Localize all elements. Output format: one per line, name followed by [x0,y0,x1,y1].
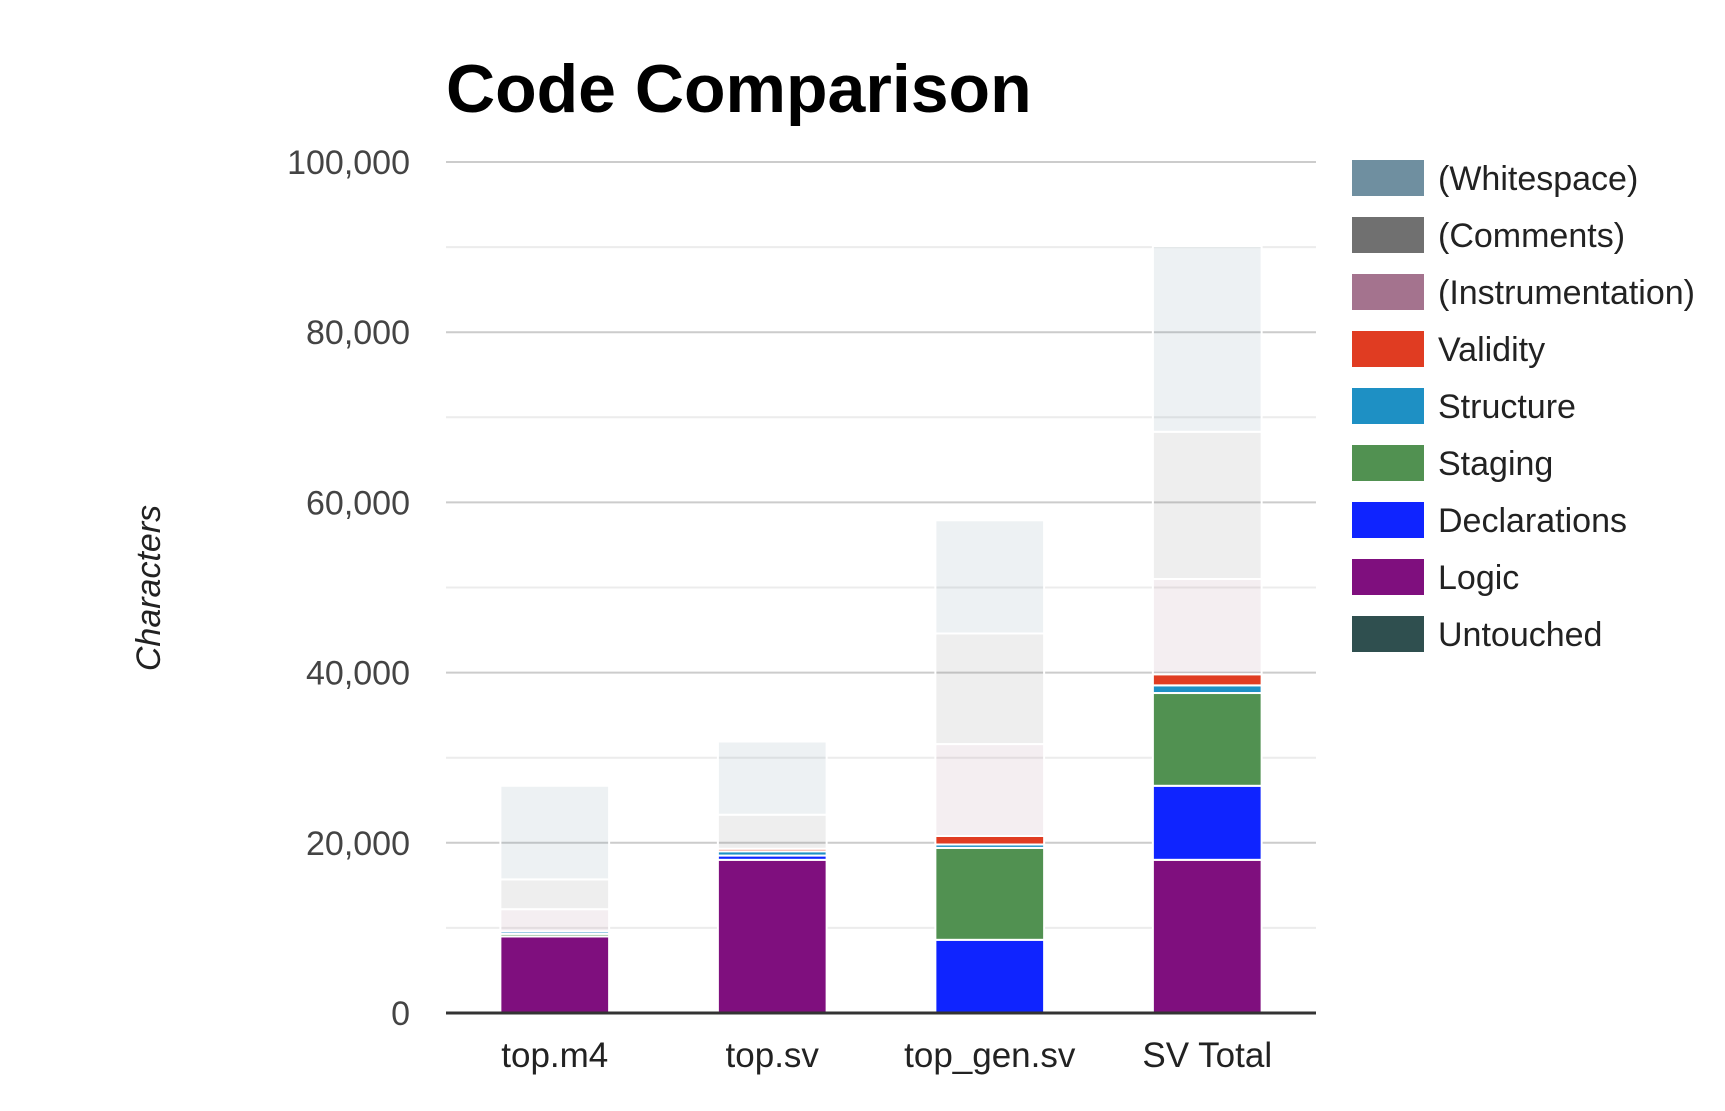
bar-segment [1151,245,1263,433]
chart-title: Code Comparison [446,51,1032,127]
legend-label: Staging [1438,445,1553,483]
legend-label: (Instrumentation) [1438,274,1695,312]
y-tick-label: 20,000 [306,825,410,863]
legend-label: Structure [1438,388,1576,426]
y-tick-label: 60,000 [306,484,410,522]
bar-segment [934,938,1046,1015]
bars [499,245,1263,1015]
legend-swatch [1352,445,1424,481]
bar-segment [499,935,611,1014]
bar-segment [934,519,1046,635]
bar-segment [1151,858,1263,1014]
gridlines [446,161,1316,929]
y-tick-labels: 0 20,000 40,000 60,000 80,000 100,000 [287,144,410,1033]
legend-label: Declarations [1438,502,1627,540]
bar-segment [934,834,1046,846]
x-category-label: top.m4 [501,1036,608,1075]
bar-segment [499,878,611,911]
bar-segment [934,743,1046,837]
legend-swatch [1352,559,1424,595]
bar-segment [934,632,1046,746]
bar-segment [716,813,828,850]
x-category-label: top.sv [726,1036,820,1075]
bar-segment [934,846,1046,941]
bar-segment [499,908,611,933]
bar-segment [716,858,828,1014]
y-tick-label: 100,000 [287,144,410,182]
legend: (Whitespace) (Comments) (Instrumentation) V… [1352,160,1695,654]
y-tick-label: 0 [391,995,410,1033]
bar-segment [1151,577,1263,676]
x-category-label: SV Total [1142,1036,1272,1075]
x-category-labels: top.m4 top.sv top_gen.sv SV Total [501,1036,1272,1075]
bar-segment [499,784,611,881]
bar-segment [1151,430,1263,580]
bar-segment [1151,692,1263,787]
bar-segment [716,740,828,816]
legend-label: Logic [1438,559,1519,597]
legend-swatch [1352,388,1424,424]
y-axis-label: Characters [130,505,168,671]
legend-swatch [1352,217,1424,253]
legend-swatch [1352,274,1424,310]
y-tick-label: 80,000 [306,314,410,352]
legend-label: (Comments) [1438,217,1625,255]
y-tick-label: 40,000 [306,655,410,693]
x-category-label: top_gen.sv [904,1036,1076,1075]
bar-segment [1151,673,1263,687]
legend-swatch [1352,331,1424,367]
legend-swatch [1352,502,1424,538]
bar-segment [1151,784,1263,861]
legend-swatch [1352,616,1424,652]
legend-label: (Whitespace) [1438,160,1638,198]
legend-label: Untouched [1438,616,1602,654]
bar-segment [1151,684,1263,695]
legend-label: Validity [1438,331,1545,369]
legend-swatch [1352,160,1424,196]
